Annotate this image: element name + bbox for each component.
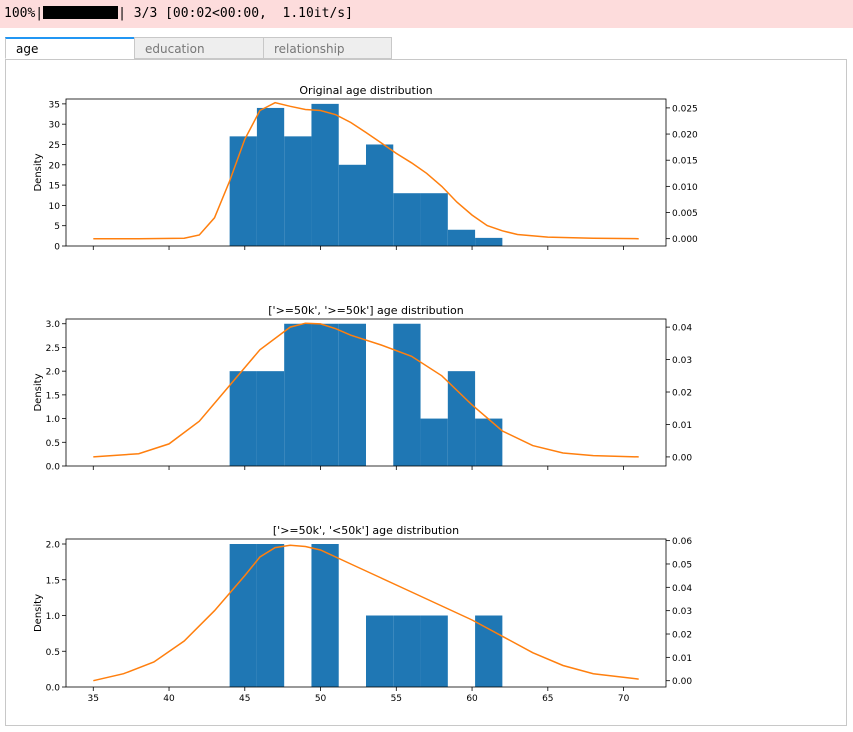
y2-tick-label: 0.06 — [672, 537, 692, 547]
histogram-bar — [475, 418, 503, 466]
y-tick-label: 3.0 — [46, 320, 61, 330]
histogram-bar — [284, 136, 312, 246]
y-axis-label: Density — [33, 373, 44, 411]
histogram-bar — [229, 544, 257, 687]
histogram-bar — [338, 323, 366, 466]
y-tick-label: 0.0 — [46, 684, 61, 694]
tab-relationship[interactable]: relationship — [263, 37, 392, 59]
chart-2: ['>=50k', '>=50k'] age distribution 0.0 0.… — [33, 304, 692, 473]
chart-3: ['>=50k', '<50k'] age distribution 0.0 0.5… — [33, 524, 692, 704]
y-tick-label: 0 — [54, 243, 60, 253]
y-tick-label: 15 — [49, 182, 60, 192]
tab-label: education — [145, 42, 205, 56]
chart-1: Original age distribution 0 5 10 15 20 25 30 35 0… — [33, 84, 698, 253]
histogram-bar — [338, 164, 366, 246]
x-tick-label: 35 — [88, 694, 99, 704]
y2-tick-label: 0.015 — [672, 157, 698, 167]
histogram-bar — [311, 103, 339, 246]
x-tick-label: 50 — [315, 694, 327, 704]
y2-tick-label: 0.005 — [672, 209, 698, 219]
kde-line — [93, 101, 639, 240]
histogram-bar — [229, 371, 257, 466]
y-tick-label: 1.5 — [46, 576, 60, 586]
y-axis-label: Density — [33, 594, 44, 632]
y2-tick-label: 0.01 — [672, 421, 692, 431]
histogram-bar — [366, 144, 394, 246]
progress-bar-fill — [43, 6, 119, 19]
y-tick-label: 0.5 — [46, 648, 60, 658]
y-tick-label: 5 — [54, 222, 60, 232]
y-tick-label: 30 — [49, 121, 61, 131]
histogram-bar — [420, 418, 448, 466]
histogram-bar — [229, 136, 257, 246]
plot-frame — [65, 538, 667, 688]
y-tick-label: 2.0 — [46, 368, 61, 378]
y2-tick-label: 0.020 — [672, 131, 698, 141]
histogram-bar — [256, 371, 285, 466]
y-tick-label: 1.0 — [46, 415, 61, 425]
plot-frame — [65, 98, 667, 247]
tab-label: age — [16, 42, 39, 56]
y2-tick-label: 0.02 — [672, 631, 692, 641]
y-tick-label: 20 — [49, 161, 61, 171]
histogram-bar — [447, 229, 476, 246]
histogram-bar — [475, 615, 503, 687]
x-tick-label: 55 — [391, 694, 402, 704]
y2-tick-label: 0.000 — [672, 235, 698, 245]
plot-frame — [65, 318, 667, 467]
histogram-bar — [256, 544, 285, 687]
y2-tick-label: 0.01 — [672, 654, 692, 664]
x-tick-label: 70 — [618, 694, 630, 704]
y2-tick-label: 0.00 — [672, 453, 692, 463]
y-tick-label: 35 — [49, 100, 60, 110]
x-tick-label: 40 — [163, 694, 175, 704]
y-tick-label: 0.0 — [46, 463, 61, 473]
y2-tick-label: 0.04 — [672, 584, 692, 594]
y2-tick-label: 0.03 — [672, 356, 692, 366]
y-axis-label: Density — [33, 153, 44, 191]
y-tick-label: 2.0 — [46, 541, 61, 551]
y-tick-label: 1.0 — [46, 612, 61, 622]
histogram-bar — [420, 615, 448, 687]
tab-education[interactable]: education — [134, 37, 264, 59]
progress-stats: | 3/3 [00:02<00:00, 1.10it/s] — [118, 6, 353, 21]
tab-panel — [5, 59, 847, 726]
tab-label: relationship — [274, 42, 345, 56]
x-tick-label: 60 — [466, 694, 478, 704]
y2-tick-label: 0.00 — [672, 677, 692, 687]
chart-title: Original age distribution — [299, 84, 432, 97]
histogram-bar — [475, 237, 503, 246]
y-tick-label: 2.5 — [46, 344, 60, 354]
histogram-bar — [311, 544, 339, 687]
progress-percent: 100%| — [4, 6, 44, 21]
x-tick-label: 65 — [542, 694, 553, 704]
histogram-bar — [366, 615, 394, 687]
kde-line — [93, 544, 639, 682]
histogram-bar — [256, 107, 285, 246]
y-tick-label: 25 — [49, 141, 60, 151]
chart-title: ['>=50k', '<50k'] age distribution — [273, 524, 459, 537]
y-tick-label: 10 — [49, 202, 61, 212]
chart-title: ['>=50k', '>=50k'] age distribution — [268, 304, 463, 317]
y2-tick-label: 0.04 — [672, 324, 692, 334]
x-tick-label: 45 — [239, 694, 250, 704]
histogram-bar — [284, 323, 312, 466]
y2-tick-label: 0.02 — [672, 389, 692, 399]
progress-output: 100%| | 3/3 [00:02<00:00, 1.10it/s] — [0, 0, 853, 28]
histogram-bar — [393, 615, 421, 687]
y-tick-label: 0.5 — [46, 439, 60, 449]
y2-tick-label: 0.025 — [672, 104, 698, 114]
histogram-bar — [420, 193, 448, 246]
y2-tick-label: 0.03 — [672, 607, 692, 617]
y2-tick-label: 0.05 — [672, 560, 692, 570]
histogram-bar — [311, 323, 339, 466]
kde-line — [93, 322, 639, 458]
histogram-bar — [393, 193, 421, 246]
y2-tick-label: 0.010 — [672, 183, 698, 193]
y-tick-label: 1.5 — [46, 391, 60, 401]
histogram-bar — [393, 323, 421, 466]
